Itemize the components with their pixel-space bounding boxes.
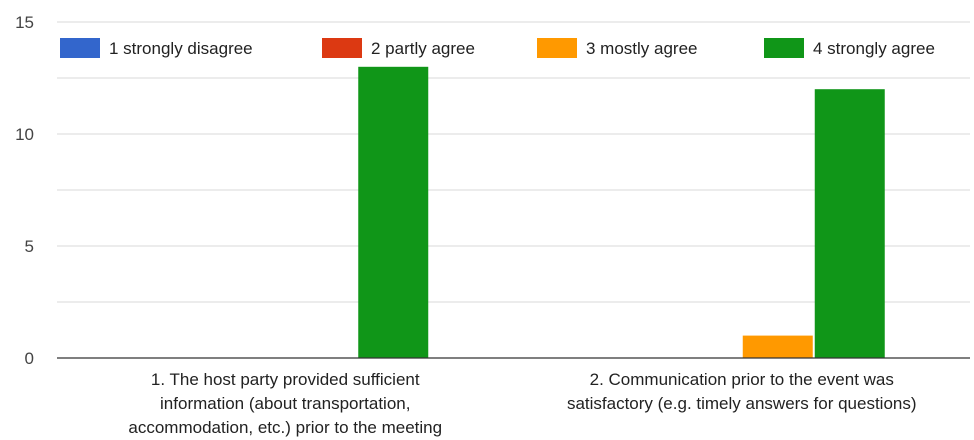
y-tick-label: 5 (25, 237, 34, 256)
bar (814, 89, 885, 358)
bar (358, 66, 429, 359)
legend-label: 2 partly agree (371, 39, 475, 58)
legend-swatch (322, 38, 362, 58)
legend-swatch (764, 38, 804, 58)
category-label: 1. The host party provided sufficient inf… (128, 370, 442, 437)
category-label-line: information (about transportation, (160, 394, 410, 413)
legend-item: 3 mostly agree (537, 38, 698, 58)
category-labels: 1. The host party provided sufficient inf… (128, 370, 916, 437)
legend-label: 3 mostly agree (586, 39, 698, 58)
legend-swatch (537, 38, 577, 58)
legend-label: 1 strongly disagree (109, 39, 253, 58)
y-tick-label: 15 (15, 13, 34, 32)
y-tick-label: 0 (25, 349, 34, 368)
legend-swatch (60, 38, 100, 58)
legend-item: 2 partly agree (322, 38, 475, 58)
legend-label: 4 strongly agree (813, 39, 935, 58)
bar (742, 335, 813, 358)
category-label-line: accommodation, etc.) prior to the meetin… (128, 418, 442, 437)
legend-item: 1 strongly disagree (60, 38, 253, 58)
category-label-line: 2. Communication prior to the event was (590, 370, 894, 389)
legend: 1 strongly disagree 2 partly agree 3 mostl… (60, 38, 935, 58)
category-label-line: 1. The host party provided sufficient (151, 370, 420, 389)
bars (358, 66, 885, 359)
legend-item: 4 strongly agree (764, 38, 935, 58)
category-label-line: satisfactory (e.g. timely answers for qu… (567, 394, 917, 413)
category-label: 2. Communication prior to the event was s… (567, 370, 917, 413)
y-axis-tick-labels: 0 5 10 15 (15, 13, 34, 368)
y-tick-label: 10 (15, 125, 34, 144)
